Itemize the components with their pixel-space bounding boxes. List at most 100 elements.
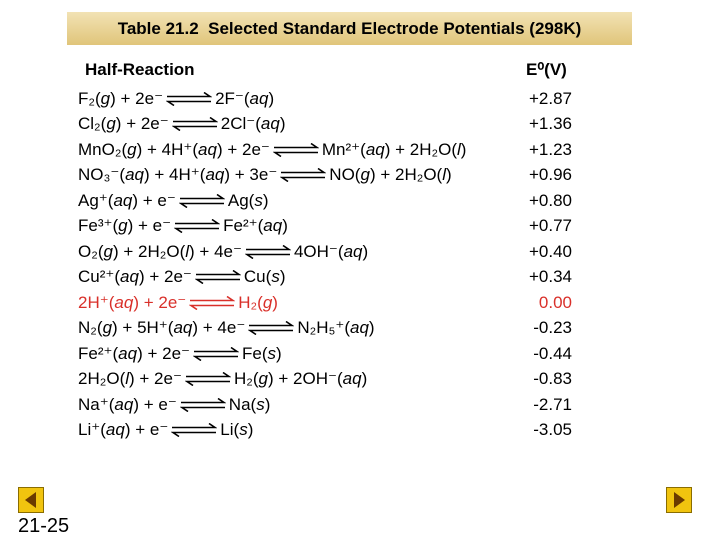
arrow-forward bbox=[172, 423, 218, 429]
arrow-forward bbox=[195, 270, 241, 276]
reactants: Na⁺(aq) + e⁻ bbox=[78, 394, 177, 414]
arrow-back bbox=[171, 431, 217, 438]
reaction-row: F₂(g) + 2e⁻ 2F⁻(aq) +2.87 bbox=[78, 86, 572, 112]
arrow-forward bbox=[190, 295, 236, 302]
equilibrium-arrow bbox=[244, 244, 291, 259]
reaction-row: NO₃⁻(aq) + 4H⁺(aq) + 3e⁻ NO(g) + 2H₂O(l) +… bbox=[78, 163, 572, 189]
products: Cu(s) bbox=[243, 267, 286, 287]
products: Fe(s) bbox=[242, 343, 282, 363]
potential: +0.80 bbox=[528, 190, 572, 210]
reactants: Fe³⁺(g) + e⁻ bbox=[78, 216, 172, 236]
reactants: N₂(g) + 5H⁺(aq) + 4e⁻ bbox=[78, 318, 246, 338]
arrow-back bbox=[178, 202, 224, 208]
potential: +2.87 bbox=[528, 88, 572, 108]
reactants: O₂(g) + 2H₂O(l) + 4e⁻ bbox=[78, 241, 242, 261]
reactants: 2H₂O(l) + 2e⁻ bbox=[78, 369, 182, 389]
arrow-forward bbox=[249, 321, 295, 327]
reaction-row: Li⁺(aq) + e⁻ Li(s) -3.05 bbox=[78, 418, 572, 444]
arrow-forward bbox=[167, 91, 213, 98]
arrow-back bbox=[179, 406, 225, 412]
reactants: F₂(g) + 2e⁻ bbox=[78, 88, 164, 108]
column-header: Half-Reaction bbox=[85, 60, 195, 79]
arrow-forward bbox=[172, 117, 218, 123]
reactants: 2H⁺(aq) + 2e⁻ bbox=[78, 292, 187, 312]
reaction-row: 2H⁺(aq) + 2e⁻ H₂(g) 0.00 bbox=[78, 290, 572, 316]
potential: -0.83 bbox=[533, 369, 572, 389]
potential: 0.00 bbox=[538, 292, 572, 312]
reaction-row: Na⁺(aq) + e⁻ Na(s) -2.71 bbox=[78, 392, 572, 418]
potential: -2.71 bbox=[533, 394, 572, 414]
equilibrium-arrow bbox=[193, 346, 240, 361]
arrow-forward bbox=[194, 346, 240, 353]
reactants: Cl₂(g) + 2e⁻ bbox=[78, 114, 169, 134]
products: 4OH⁻(aq) bbox=[293, 241, 369, 261]
reaction-row: 2H₂O(l) + 2e⁻ H₂(g) + 2OH⁻(aq) -0.83 bbox=[78, 367, 572, 393]
equilibrium-arrow bbox=[174, 219, 221, 234]
arrow-forward bbox=[179, 193, 225, 200]
reaction-row: O₂(g) + 2H₂O(l) + 4e⁻ 4OH⁻(aq) +0.40 bbox=[78, 239, 572, 265]
products: Li(s) bbox=[220, 420, 254, 440]
arrow-back bbox=[280, 176, 326, 183]
arrow-back bbox=[166, 100, 212, 106]
arrow-forward bbox=[281, 168, 327, 174]
arrow-back bbox=[174, 227, 220, 234]
products: Ag(s) bbox=[227, 190, 269, 210]
products: NO(g) + 2H₂O(l) bbox=[329, 165, 452, 185]
arrow-back bbox=[171, 125, 217, 132]
reaction-row: Cl₂(g) + 2e⁻ 2Cl⁻(aq) +1.36 bbox=[78, 112, 572, 138]
reaction-row: Fe²⁺(aq) + 2e⁻ Fe(s) -0.44 bbox=[78, 341, 572, 367]
products: H₂(g) bbox=[238, 292, 278, 312]
arrow-back bbox=[248, 329, 294, 336]
equilibrium-arrow bbox=[171, 117, 218, 132]
prev-button[interactable] bbox=[18, 487, 44, 513]
equilibrium-arrow bbox=[248, 321, 295, 336]
equilibrium-arrow bbox=[166, 91, 213, 106]
reactants: NO₃⁻(aq) + 4H⁺(aq) + 3e⁻ bbox=[78, 165, 278, 185]
column-header: E⁰(V) bbox=[526, 60, 567, 79]
equilibrium-arrow bbox=[179, 397, 226, 412]
potential: +1.36 bbox=[528, 114, 572, 134]
equilibrium-arrow bbox=[272, 142, 319, 157]
title: Table 21.2 Selected Standard Electrode P… bbox=[67, 12, 632, 45]
next-button[interactable] bbox=[666, 487, 692, 513]
arrow-forward bbox=[273, 142, 319, 149]
reactants: MnO₂(g) + 4H⁺(aq) + 2e⁻ bbox=[78, 139, 270, 159]
arrow-forward bbox=[245, 244, 291, 251]
reaction-row: MnO₂(g) + 4H⁺(aq) + 2e⁻ Mn²⁺(aq) + 2H₂O(l… bbox=[78, 137, 572, 163]
products: Na(s) bbox=[228, 394, 271, 414]
arrow-back bbox=[272, 151, 318, 157]
reactants: Fe²⁺(aq) + 2e⁻ bbox=[78, 343, 191, 363]
equilibrium-arrow bbox=[194, 270, 241, 285]
reactants: Ag⁺(aq) + e⁻ bbox=[78, 190, 176, 210]
products: 2F⁻(aq) bbox=[215, 88, 275, 108]
arrow-forward bbox=[185, 372, 231, 378]
products: Mn²⁺(aq) + 2H₂O(l) bbox=[321, 139, 467, 159]
reaction-table: F₂(g) + 2e⁻ 2F⁻(aq) +2.87 Cl₂(g) + 2e⁻ 2Cl⁻(… bbox=[78, 86, 572, 443]
arrow-back bbox=[244, 253, 290, 259]
reactants: Cu²⁺(aq) + 2e⁻ bbox=[78, 267, 192, 287]
arrow-forward bbox=[180, 397, 226, 404]
products: 2Cl⁻(aq) bbox=[220, 114, 286, 134]
arrow-back bbox=[193, 355, 239, 361]
potential: +1.23 bbox=[528, 139, 572, 159]
potential: -0.23 bbox=[533, 318, 572, 338]
potential: +0.96 bbox=[528, 165, 572, 185]
reaction-row: Fe³⁺(g) + e⁻ Fe²⁺(aq) +0.77 bbox=[78, 214, 572, 240]
equilibrium-arrow bbox=[280, 168, 327, 183]
slide-number: 21-25 bbox=[18, 515, 70, 537]
equilibrium-arrow bbox=[184, 372, 231, 387]
reaction-row: Ag⁺(aq) + e⁻ Ag(s) +0.80 bbox=[78, 188, 572, 214]
arrow-back bbox=[194, 278, 240, 285]
arrow-forward bbox=[175, 219, 221, 225]
reaction-row: N₂(g) + 5H⁺(aq) + 4e⁻ N₂H₅⁺(aq) -0.23 bbox=[78, 316, 572, 342]
potential: +0.40 bbox=[528, 241, 572, 261]
arrow-back bbox=[189, 304, 235, 310]
products: H₂(g) + 2OH⁻(aq) bbox=[233, 369, 368, 389]
equilibrium-arrow bbox=[178, 193, 225, 208]
products: Fe²⁺(aq) bbox=[223, 216, 288, 236]
products: N₂H₅⁺(aq) bbox=[297, 318, 375, 338]
equilibrium-arrow bbox=[171, 423, 218, 438]
potential: +0.34 bbox=[528, 267, 572, 287]
potential: -3.05 bbox=[533, 420, 572, 440]
